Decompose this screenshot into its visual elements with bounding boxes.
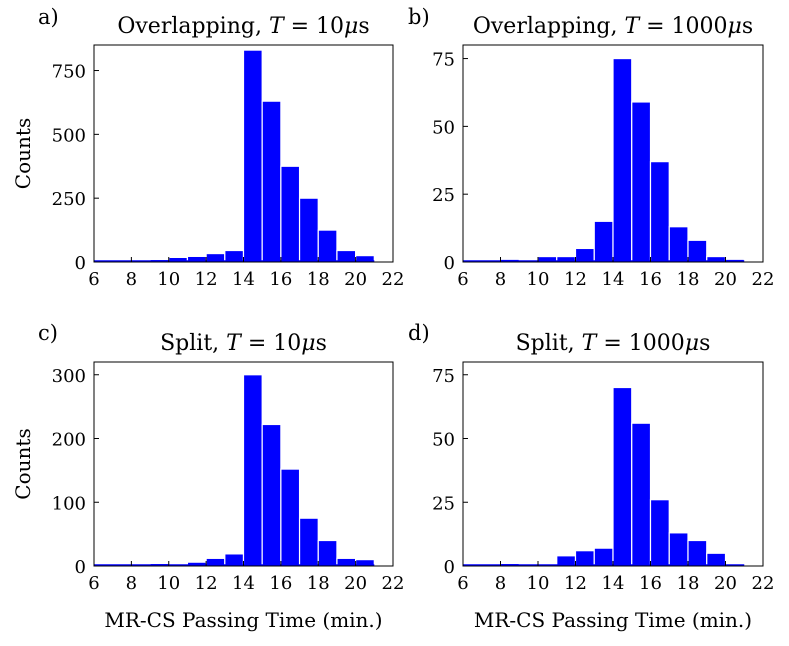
histogram-bar bbox=[687, 239, 708, 263]
histogram-bar bbox=[261, 423, 282, 567]
x-tick-label: 16 bbox=[269, 573, 292, 594]
histogram-bar bbox=[261, 100, 282, 263]
y-tick-label: 250 bbox=[52, 189, 86, 210]
x-tick-label: 18 bbox=[307, 573, 330, 594]
histogram-bar bbox=[224, 553, 245, 567]
panel-title: Overlapping, T = 10μs bbox=[117, 14, 369, 39]
histogram-bar bbox=[574, 550, 595, 567]
y-tick-label: 25 bbox=[432, 493, 455, 514]
x-tick-label: 8 bbox=[126, 269, 137, 290]
histogram-bar bbox=[631, 101, 652, 263]
histogram-bar bbox=[298, 197, 319, 263]
histogram-bar bbox=[280, 165, 301, 263]
x-tick-label: 8 bbox=[495, 269, 506, 290]
y-tick-label: 75 bbox=[432, 366, 455, 387]
x-tick-label: 10 bbox=[157, 573, 180, 594]
histogram-bar bbox=[649, 499, 670, 567]
y-tick-label: 500 bbox=[52, 125, 86, 146]
x-tick-label: 14 bbox=[232, 573, 255, 594]
panel-letter: b) bbox=[408, 5, 430, 29]
x-tick-label: 12 bbox=[564, 573, 587, 594]
x-tick-label: 8 bbox=[126, 573, 137, 594]
x-tick-label: 16 bbox=[639, 269, 662, 290]
histogram-panel-1: 6 8 10 12 14 16 18 20 22 0 250 500 750 Overlapping, T… bbox=[11, 5, 404, 290]
panel-letter: d) bbox=[408, 321, 430, 345]
y-tick-label: 200 bbox=[52, 430, 86, 451]
y-tick-label: 300 bbox=[52, 366, 86, 387]
x-tick-label: 12 bbox=[195, 269, 218, 290]
x-tick-label: 18 bbox=[677, 573, 700, 594]
x-tick-label: 20 bbox=[714, 573, 737, 594]
histogram-bar bbox=[612, 386, 633, 567]
x-tick-label: 6 bbox=[457, 573, 468, 594]
y-axis-label: Counts bbox=[11, 118, 35, 189]
histogram-bar bbox=[242, 49, 263, 263]
histogram-bar bbox=[242, 374, 263, 567]
x-tick-label: 10 bbox=[527, 269, 550, 290]
histogram-bar bbox=[280, 468, 301, 567]
histogram-panel-4: 6 8 10 12 14 16 18 20 22 0 25 50 75 Split, T = 1000μs… bbox=[408, 321, 774, 632]
histogram-panel-3: 6 8 10 12 14 16 18 20 22 0 100 200 300 Split, T = 10μ… bbox=[11, 321, 404, 632]
histogram-bar bbox=[612, 57, 633, 263]
x-tick-label: 20 bbox=[344, 269, 367, 290]
x-tick-label: 14 bbox=[602, 573, 625, 594]
y-tick-label: 50 bbox=[432, 117, 455, 138]
x-tick-label: 18 bbox=[307, 269, 330, 290]
x-tick-label: 14 bbox=[232, 269, 255, 290]
x-tick-label: 14 bbox=[602, 269, 625, 290]
x-tick-label: 16 bbox=[639, 573, 662, 594]
x-tick-label: 22 bbox=[752, 269, 775, 290]
y-tick-label: 100 bbox=[52, 493, 86, 514]
x-tick-label: 6 bbox=[88, 269, 99, 290]
x-tick-label: 6 bbox=[88, 573, 99, 594]
panel-title: Split, T = 1000μs bbox=[516, 331, 711, 356]
histogram-bar bbox=[317, 539, 338, 567]
histogram-bar bbox=[593, 547, 614, 567]
panel-title: Split, T = 10μs bbox=[160, 331, 327, 356]
panel-letter: a) bbox=[38, 5, 59, 29]
histogram-bar bbox=[593, 220, 614, 263]
x-tick-label: 18 bbox=[677, 269, 700, 290]
y-tick-label: 50 bbox=[432, 430, 455, 451]
x-tick-label: 22 bbox=[382, 573, 405, 594]
x-tick-label: 10 bbox=[527, 573, 550, 594]
x-tick-label: 20 bbox=[714, 269, 737, 290]
panel-title: Overlapping, T = 1000μs bbox=[473, 14, 753, 39]
histogram-bar bbox=[649, 161, 670, 263]
y-tick-label: 0 bbox=[75, 253, 86, 274]
x-axis-label: MR-CS Passing Time (min.) bbox=[104, 608, 382, 632]
y-tick-label: 75 bbox=[432, 50, 455, 71]
y-axis-label: Counts bbox=[11, 428, 35, 499]
x-tick-label: 6 bbox=[457, 269, 468, 290]
histogram-bar bbox=[298, 517, 319, 567]
x-tick-label: 22 bbox=[382, 269, 405, 290]
y-tick-label: 0 bbox=[75, 557, 86, 578]
x-tick-label: 12 bbox=[564, 269, 587, 290]
histogram-bar bbox=[687, 539, 708, 567]
y-tick-label: 25 bbox=[432, 185, 455, 206]
histogram-bar bbox=[668, 226, 689, 263]
histogram-bar bbox=[631, 422, 652, 567]
x-tick-label: 12 bbox=[195, 573, 218, 594]
x-tick-label: 16 bbox=[269, 269, 292, 290]
y-tick-label: 750 bbox=[52, 62, 86, 83]
panel-letter: c) bbox=[38, 321, 58, 345]
histogram-bar bbox=[668, 532, 689, 567]
histogram-bar bbox=[317, 229, 338, 263]
y-tick-label: 0 bbox=[444, 557, 455, 578]
x-tick-label: 22 bbox=[752, 573, 775, 594]
histogram-bar bbox=[706, 552, 727, 567]
x-tick-label: 10 bbox=[157, 269, 180, 290]
histogram-panel-2: 6 8 10 12 14 16 18 20 22 0 25 50 75 Overlapping, T = … bbox=[408, 5, 774, 290]
x-tick-label: 20 bbox=[344, 573, 367, 594]
x-axis-label: MR-CS Passing Time (min.) bbox=[474, 608, 752, 632]
x-tick-label: 8 bbox=[495, 573, 506, 594]
y-tick-label: 0 bbox=[444, 253, 455, 274]
histogram-bar bbox=[574, 247, 595, 263]
